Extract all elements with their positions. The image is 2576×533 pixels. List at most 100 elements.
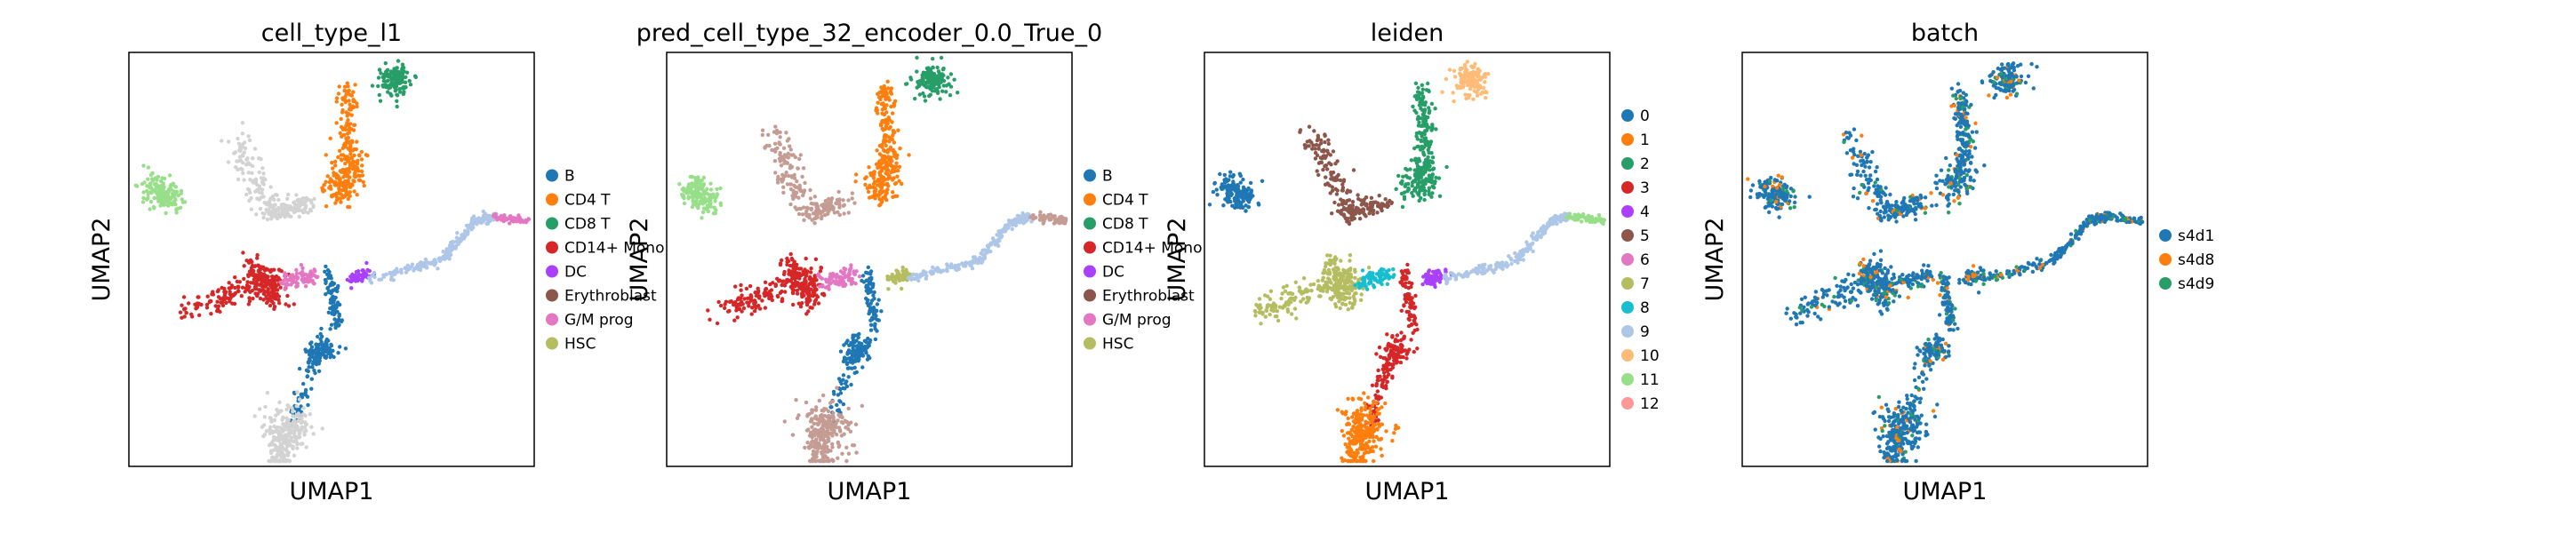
- scatter-point: [1336, 172, 1340, 178]
- scatter-point: [297, 214, 301, 219]
- scatter-point: [250, 263, 255, 268]
- scatter-point: [1440, 90, 1444, 94]
- scatter-point: [196, 295, 200, 299]
- scatter-point: [835, 402, 839, 408]
- scatter-point: [207, 299, 212, 305]
- scatter-point: [980, 256, 985, 261]
- scatter-point: [141, 163, 146, 168]
- scatter-point: [306, 402, 310, 408]
- scatter-point: [921, 91, 925, 96]
- scatter-point: [1316, 133, 1321, 138]
- scatter-point: [1457, 84, 1462, 89]
- scatter-point: [167, 173, 172, 178]
- scatter-point: [1326, 138, 1331, 142]
- scatter-point: [350, 163, 355, 168]
- scatter-point: [329, 343, 334, 348]
- scatter-point: [1246, 200, 1252, 204]
- scatter-point: [250, 289, 254, 293]
- scatter-point: [343, 145, 348, 149]
- scatter-point: [388, 91, 393, 96]
- scatter-point: [831, 410, 836, 416]
- scatter-point: [1409, 158, 1414, 163]
- legend-label: B: [1102, 168, 1113, 186]
- scatter-point: [770, 298, 774, 303]
- scatter-point: [790, 290, 796, 295]
- scatter-point: [1364, 214, 1368, 219]
- legend-label: G/M prog: [564, 312, 634, 330]
- scatter-point: [763, 280, 768, 284]
- scatter-point: [852, 340, 857, 345]
- cluster-far-left: [677, 174, 724, 220]
- scatter-point: [1420, 188, 1424, 193]
- scatter-point: [831, 416, 836, 420]
- scatter-point: [1377, 194, 1381, 198]
- scatter-point: [1416, 85, 1420, 91]
- scatter-point: [924, 66, 930, 71]
- scatter-point: [1339, 197, 1343, 202]
- scatter-point: [1422, 197, 1427, 203]
- scatter-point: [935, 65, 940, 70]
- scatter-point: [854, 344, 859, 348]
- scatter-point: [815, 417, 820, 422]
- y-axis-label: UMAP2: [626, 218, 653, 302]
- scatter-point: [944, 90, 948, 94]
- scatter-point: [330, 280, 334, 285]
- scatter-point: [339, 116, 343, 122]
- scatter-point: [344, 91, 348, 97]
- scatter-point: [875, 302, 880, 306]
- scatter-point: [726, 309, 731, 314]
- scatter-point: [347, 157, 351, 162]
- scatter-point: [300, 392, 305, 397]
- scatter-point: [226, 160, 231, 164]
- scatter-point: [337, 84, 341, 89]
- scatter-point: [871, 181, 876, 187]
- scatter-point: [915, 55, 919, 60]
- scatter-point: [324, 279, 328, 283]
- scatter-point: [140, 200, 146, 204]
- scatter-point: [254, 212, 259, 217]
- scatter-point: [885, 168, 891, 172]
- scatter-point: [1341, 179, 1346, 184]
- scatter-point: [377, 92, 381, 98]
- scatter-point: [261, 215, 266, 220]
- scatter-point: [263, 404, 268, 410]
- scatter-point: [681, 195, 685, 199]
- scatter-point: [348, 125, 352, 131]
- scatter-point: [715, 321, 720, 326]
- scatter-point: [265, 217, 270, 222]
- scatter-point: [773, 124, 778, 129]
- scatter-point: [810, 440, 814, 444]
- scatter-point: [748, 283, 753, 289]
- scatter-point: [797, 183, 802, 187]
- scatter-point: [886, 117, 892, 122]
- scatter-point: [166, 203, 171, 208]
- scatter-point: [328, 327, 332, 331]
- scatter-point: [258, 407, 262, 411]
- scatter-point: [313, 360, 317, 364]
- scatter-point: [1467, 95, 1471, 100]
- scatter-point: [166, 201, 171, 205]
- scatter-point: [232, 301, 237, 306]
- scatter-point: [784, 131, 788, 135]
- scatter-point: [331, 348, 335, 353]
- scatter-point: [1472, 89, 1476, 93]
- scatter-point: [1241, 177, 1245, 182]
- scatter-point: [348, 175, 352, 179]
- scatter-point: [376, 76, 381, 80]
- scatter-point: [924, 274, 929, 278]
- scatter-point: [144, 197, 149, 202]
- scatter-point: [781, 146, 787, 150]
- scatter-point: [1483, 72, 1488, 76]
- scatter-point: [216, 288, 220, 292]
- scatter-point: [703, 191, 708, 195]
- scatter-point: [804, 400, 809, 405]
- x-axis-label: UMAP1: [1365, 478, 1450, 505]
- scatter-point: [809, 207, 813, 212]
- scatter-point: [354, 147, 358, 152]
- scatter-point: [251, 296, 255, 301]
- scatter-point: [316, 274, 320, 279]
- scatter-point: [921, 273, 925, 277]
- scatter-point: [830, 445, 835, 449]
- scatter-point: [739, 282, 743, 288]
- scatter-point: [692, 193, 696, 197]
